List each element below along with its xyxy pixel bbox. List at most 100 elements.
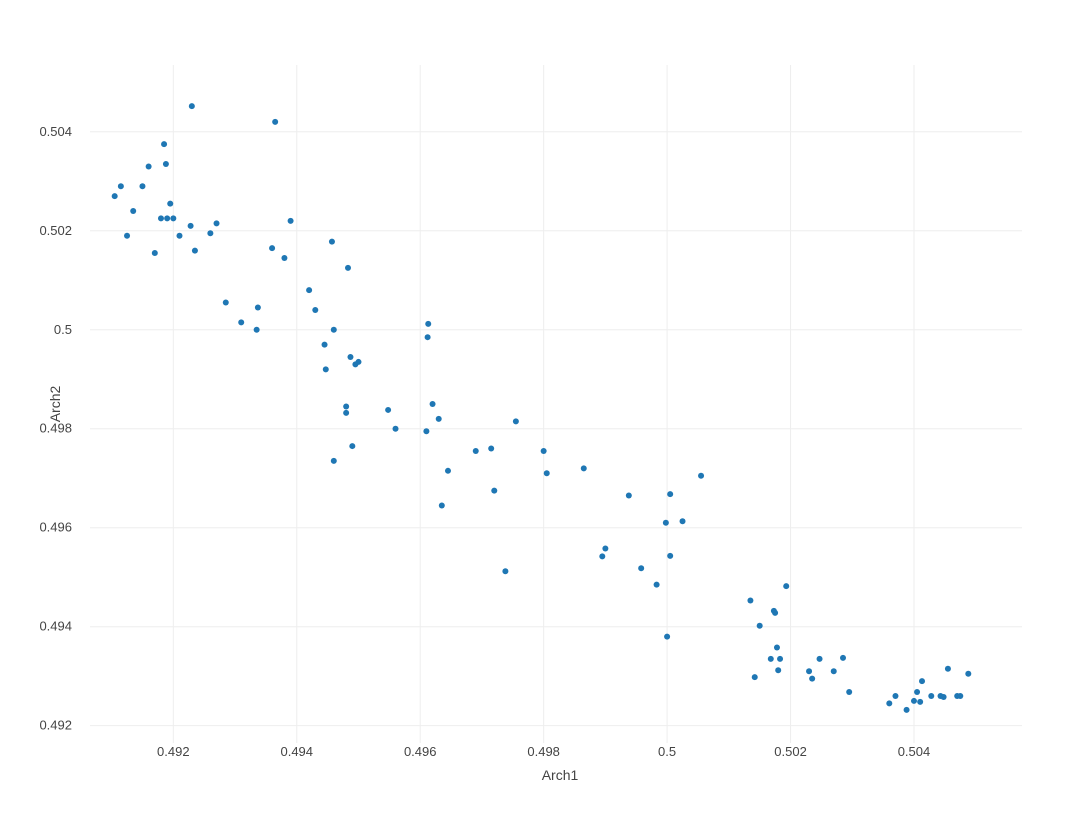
data-point[interactable] [772,609,779,616]
data-point[interactable] [914,689,921,696]
data-point[interactable] [429,401,436,407]
data-point[interactable] [444,467,451,474]
data-point[interactable] [488,445,495,452]
x-tick-label: 0.492 [157,744,190,759]
data-point[interactable] [543,470,550,477]
data-point[interactable] [773,644,780,651]
data-point[interactable] [667,552,674,559]
data-point[interactable] [892,692,899,699]
data-point[interactable] [306,287,313,294]
data-point[interactable] [328,238,335,245]
data-point[interactable] [910,697,917,704]
data-point[interactable] [272,118,279,125]
data-point[interactable] [424,334,431,341]
data-point[interactable] [903,706,910,713]
data-point[interactable] [254,304,261,311]
data-point[interactable] [162,160,169,167]
data-point[interactable] [385,406,392,413]
data-point[interactable] [830,668,837,675]
data-point[interactable] [164,215,171,222]
x-tick-label: 0.502 [774,744,807,759]
data-point[interactable] [157,215,164,222]
data-point[interactable] [167,200,174,207]
data-point[interactable] [502,568,509,575]
data-point[interactable] [438,502,445,509]
data-point[interactable] [806,668,813,675]
data-point[interactable] [312,306,319,313]
data-point[interactable] [111,193,118,200]
data-point[interactable] [321,341,328,348]
data-point[interactable] [130,207,137,214]
y-tick-label: 0.496 [39,520,72,535]
data-point[interactable] [176,232,183,239]
data-point[interactable] [349,443,356,450]
data-point[interactable] [343,403,350,410]
data-point[interactable] [281,255,288,262]
data-point[interactable] [602,545,609,552]
data-point[interactable] [213,220,220,227]
data-point[interactable] [816,655,823,662]
data-point[interactable] [940,693,947,700]
data-point[interactable] [238,319,245,326]
data-point[interactable] [580,465,587,472]
data-point[interactable] [767,655,774,662]
data-point[interactable] [347,353,354,360]
data-point[interactable] [809,675,816,682]
data-point[interactable] [435,415,442,422]
data-point[interactable] [667,491,674,498]
data-point[interactable] [751,674,758,681]
data-point[interactable] [330,457,337,464]
data-point[interactable] [191,247,198,254]
data-point[interactable] [222,299,229,306]
data-point[interactable] [287,217,294,224]
data-point[interactable] [253,326,260,333]
data-point[interactable] [269,245,276,252]
data-point[interactable] [625,492,632,499]
data-point[interactable] [756,622,763,629]
data-point[interactable] [161,141,168,148]
data-point[interactable] [330,326,337,333]
data-point[interactable] [840,654,847,661]
data-point[interactable] [775,667,782,674]
data-point[interactable] [472,448,479,455]
data-point[interactable] [425,320,432,327]
data-point[interactable] [957,692,964,699]
data-point[interactable] [355,358,362,365]
data-point[interactable] [343,409,350,416]
data-point[interactable] [423,428,430,435]
data-point[interactable] [919,678,926,685]
data-point[interactable] [207,230,214,237]
data-point[interactable] [679,518,686,525]
data-point[interactable] [188,103,195,110]
data-point[interactable] [965,670,972,677]
data-point[interactable] [846,689,853,696]
data-point[interactable] [151,250,158,257]
data-point[interactable] [124,232,131,239]
data-point[interactable] [117,183,124,190]
data-point[interactable] [392,425,399,432]
data-point[interactable] [187,222,194,229]
y-tick-label: 0.502 [39,223,72,238]
data-point[interactable] [783,583,790,590]
data-point[interactable] [653,581,660,588]
data-point[interactable] [777,655,784,662]
data-points [111,103,972,713]
data-point[interactable] [886,700,893,707]
data-point[interactable] [491,487,498,494]
data-point[interactable] [322,366,329,373]
data-point[interactable] [599,553,606,560]
data-point[interactable] [928,692,935,699]
data-point[interactable] [917,698,924,705]
data-point[interactable] [747,597,754,604]
data-point[interactable] [662,519,669,526]
data-point[interactable] [512,418,519,425]
data-point[interactable] [170,215,177,222]
data-point[interactable] [344,264,351,271]
data-point[interactable] [139,183,146,190]
data-point[interactable] [540,448,547,455]
data-point[interactable] [944,665,951,672]
data-point[interactable] [698,472,705,479]
data-point[interactable] [664,633,671,640]
data-point[interactable] [638,565,645,572]
data-point[interactable] [145,163,152,170]
